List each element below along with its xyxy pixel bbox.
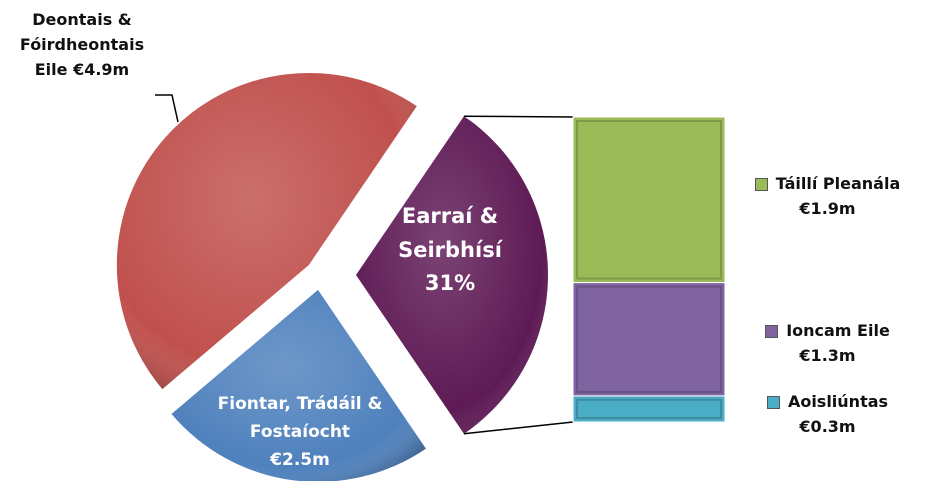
bar-bevel (576, 285, 722, 393)
legend-icon (766, 396, 780, 409)
bar-label: Táillí Pleanála €1.9m (735, 172, 920, 222)
split-name: Earraí & Seirbhísí (398, 204, 502, 262)
bar-name: Táillí Pleanála (775, 174, 901, 193)
connector (463, 421, 574, 435)
legend-icon (765, 325, 779, 339)
bar-value: €1.3m (799, 346, 856, 365)
connector (463, 115, 574, 118)
bar-bevel (576, 398, 722, 420)
shine (171, 289, 426, 481)
bar-bevel (576, 120, 722, 280)
shine (356, 116, 548, 434)
slice-label: Fiontar, Trádáil & Fostaíocht €2.5m (200, 390, 400, 474)
bar-segment (572, 282, 726, 397)
bar-value: €0.3m (799, 416, 856, 436)
bar-name: Aoisliúntas (787, 392, 889, 411)
legend-icon (754, 178, 768, 191)
split-label: Earraí & Seirbhísí 31% (385, 200, 515, 301)
bar-segment (572, 116, 726, 284)
slice-value: €2.5m (270, 450, 330, 471)
bar-label: Ioncam Eile €1.3m (735, 319, 920, 369)
slice-name: Deontais & Fóirdheontais Eile (19, 10, 145, 79)
bar-name: Ioncam Eile (786, 321, 890, 341)
shine (116, 72, 417, 390)
split-value: 31% (424, 271, 476, 296)
slice-value: €4.9m (73, 59, 130, 79)
bar-label: Aoisliúntas €0.3m (735, 390, 920, 440)
bar-value: €1.9m (799, 198, 856, 218)
slice-label: Deontais & Fóirdheontais Eile €4.9m (2, 8, 162, 82)
leader-line (155, 94, 179, 123)
slice-name: Fiontar, Trádáil & Fostaíocht (217, 394, 383, 443)
